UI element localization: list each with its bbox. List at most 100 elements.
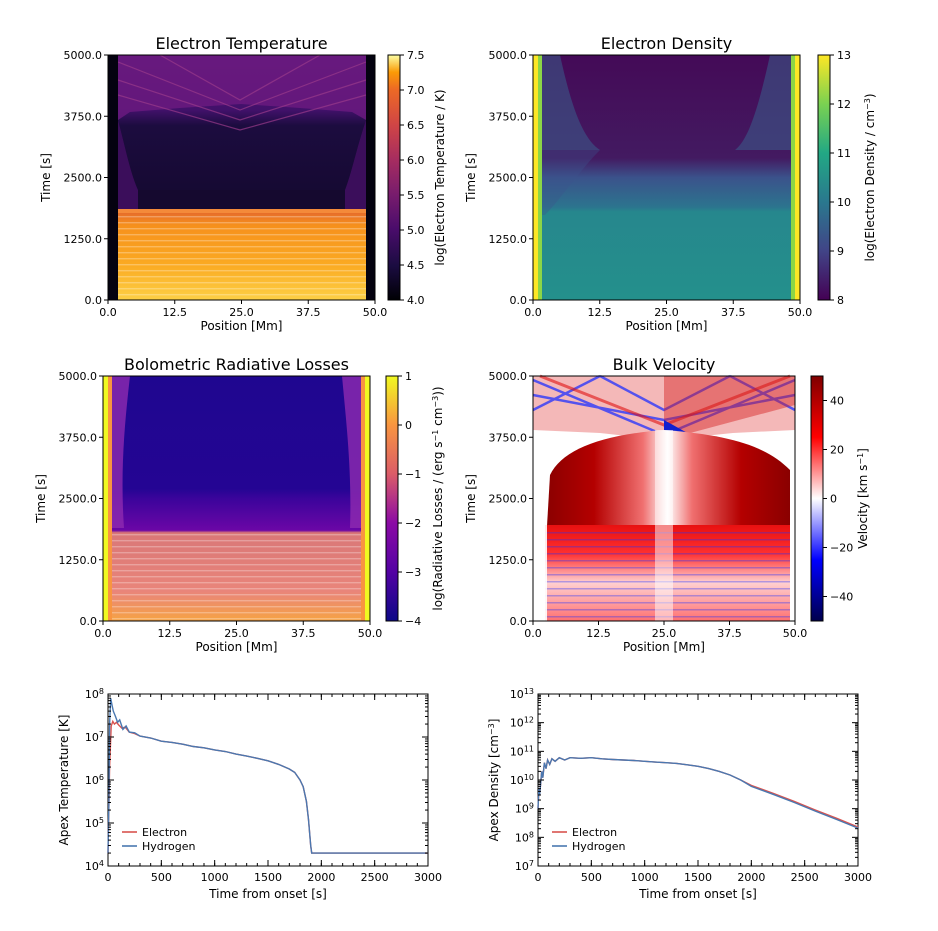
y-tick-label: 1012: [510, 715, 534, 730]
colorbar-tick-label: 40: [830, 395, 844, 408]
x-tick-label: 0: [105, 871, 112, 884]
chart-title: Electron Density: [601, 34, 733, 53]
x-tick-label: 500: [581, 871, 602, 884]
x-tick-label: 50.0: [788, 306, 813, 319]
y-tick-label: 1250.0: [489, 554, 528, 567]
y-axis-label: Time [s]: [39, 153, 53, 203]
colorbar-tick-label: 6.0: [407, 154, 425, 167]
y-tick-label: 108: [515, 830, 534, 845]
y-tick-label: 3750.0: [489, 110, 528, 123]
x-tick-label: 2000: [737, 871, 765, 884]
x-tick-label: 50.0: [363, 306, 388, 319]
colorbar-label: log(Electron Density / cm−3): [863, 93, 878, 261]
panel-apex-temperature: 0 500 1000 1500 2000 2500 3000 104 105 106 107 108 T…: [57, 687, 442, 902]
y-tick-label: 2500.0: [59, 493, 98, 506]
colorbar: [387, 54, 401, 301]
x-tick-label: 1000: [631, 871, 659, 884]
x-tick-label: 50.0: [358, 627, 383, 640]
x-tick-label: 0.0: [99, 306, 117, 319]
colorbar: [817, 54, 831, 301]
colorbar-tick-label: 20: [830, 444, 844, 457]
panel-electron-density: Electron Density 0.0 12.5 25.0 37.5 50.0 0.0 12…: [464, 34, 877, 333]
chart-title: Bolometric Radiative Losses: [124, 355, 349, 374]
x-tick-label: 25.0: [652, 627, 677, 640]
y-tick-label: 3750.0: [59, 431, 98, 444]
y-tick-label: 0.0: [510, 615, 528, 628]
y-tick-label: 5000.0: [489, 49, 528, 62]
colorbar-tick-label: 13: [837, 49, 851, 62]
colorbar-tick-label: −2: [405, 517, 421, 530]
colorbar-tick-label: 4.0: [407, 294, 425, 307]
x-tick-label: 37.5: [296, 306, 321, 319]
x-axis-label: Position [Mm]: [201, 319, 283, 333]
y-axis-label: Apex Density [cm−3]: [487, 719, 502, 842]
y-tick-label: 0.0: [510, 294, 528, 307]
colorbar-tick-label: 8: [837, 294, 844, 307]
y-tick-label: 1250.0: [59, 554, 98, 567]
y-tick-label: 107: [85, 730, 104, 745]
y-tick-label: 1250.0: [64, 233, 103, 246]
x-tick-label: 2500: [791, 871, 819, 884]
colorbar: [385, 375, 399, 622]
x-tick-label: 500: [151, 871, 172, 884]
colorbar-tick-label: 9: [837, 245, 844, 258]
x-axis-label: Position [Mm]: [626, 319, 708, 333]
x-tick-label: 0.0: [94, 627, 112, 640]
x-tick-label: 2500: [361, 871, 389, 884]
colorbar-tick-label: 11: [837, 147, 851, 160]
x-tick-label: 2000: [307, 871, 335, 884]
x-tick-label: 3000: [844, 871, 872, 884]
colorbar-tick-label: 5.0: [407, 224, 425, 237]
x-tick-label: 1000: [201, 871, 229, 884]
y-tick-label: 3750.0: [64, 110, 103, 123]
heatmap-image: [532, 374, 796, 621]
colorbar-label: log(Radiative Losses / (erg s−1 cm−3)): [431, 386, 446, 610]
y-axis-label: Time [s]: [34, 474, 48, 524]
colorbar-tick-label: −1: [405, 468, 421, 481]
y-tick-label: 2500.0: [64, 172, 103, 185]
colorbar-tick-label: 7.0: [407, 84, 425, 97]
colorbar-tick-label: 4.5: [407, 259, 425, 272]
x-tick-label: 37.5: [721, 306, 746, 319]
y-tick-label: 104: [85, 859, 104, 874]
x-axis-label: Time from onset [s]: [208, 887, 327, 901]
colorbar-tick-label: −4: [405, 615, 421, 628]
colorbar-tick-label: 1: [405, 370, 412, 383]
colorbar-tick-label: 5.5: [407, 189, 425, 202]
y-tick-label: 105: [85, 816, 104, 831]
x-tick-label: 3000: [414, 871, 442, 884]
y-tick-label: 0.0: [85, 294, 103, 307]
series-line-hydrogen: [537, 756, 859, 829]
legend-label-electron: Electron: [142, 826, 187, 839]
x-tick-label: 25.0: [654, 306, 679, 319]
x-tick-label: 0.0: [524, 627, 542, 640]
x-tick-label: 12.5: [586, 627, 611, 640]
x-tick-label: 25.0: [224, 627, 249, 640]
y-tick-label: 5000.0: [64, 49, 103, 62]
panel-radiative-losses: Bolometric Radiative Losses 0.0 12.5 25.0 37…: [34, 355, 445, 654]
heatmap-image: [103, 376, 370, 621]
y-tick-label: 5000.0: [489, 370, 528, 383]
legend-label-electron: Electron: [572, 826, 617, 839]
y-tick-label: 109: [515, 801, 534, 816]
y-tick-label: 1013: [510, 687, 534, 702]
y-tick-label: 107: [515, 859, 534, 874]
x-axis-label: Time from onset [s]: [638, 887, 757, 901]
series-line-electron: [537, 756, 859, 828]
colorbar-tick-label: −40: [830, 591, 853, 604]
x-tick-label: 25.0: [229, 306, 254, 319]
colorbar-tick-label: −3: [405, 566, 421, 579]
y-tick-label: 2500.0: [489, 172, 528, 185]
panel-apex-density: 0 500 1000 1500 2000 2500 3000 107 108 109 1010 101…: [487, 687, 873, 902]
legend-label-hydrogen: Hydrogen: [142, 840, 196, 853]
y-tick-label: 0.0: [80, 615, 98, 628]
legend-label-hydrogen: Hydrogen: [572, 840, 626, 853]
y-tick-label: 108: [85, 687, 104, 702]
colorbar-label: Velocity [km s−1]: [856, 448, 871, 549]
x-tick-label: 12.5: [158, 627, 183, 640]
colorbar-tick-label: 0: [405, 419, 412, 432]
heatmap-image: [533, 55, 800, 300]
y-axis-label: Time [s]: [464, 474, 478, 524]
y-tick-label: 5000.0: [59, 370, 98, 383]
